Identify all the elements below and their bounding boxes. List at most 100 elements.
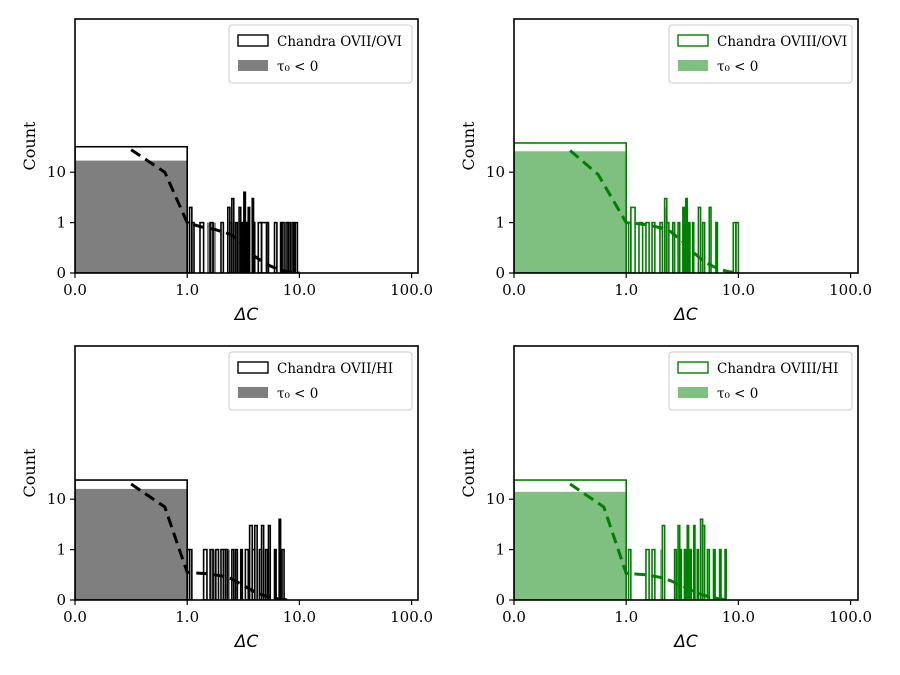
plot-area <box>75 145 300 273</box>
histogram-bar <box>683 548 687 600</box>
legend-swatch-filled <box>678 60 708 71</box>
legend-label-filled: τ₀ < 0 <box>277 386 318 402</box>
legend-swatch-filled <box>238 60 268 71</box>
legend-box <box>228 24 413 84</box>
histogram-bar <box>645 548 650 600</box>
y-tick-label: 1 <box>495 214 505 232</box>
legend: Chandra OVIII/HI τ₀ < 0 <box>668 351 853 411</box>
legend-label-step: Chandra OVII/HI <box>277 361 393 377</box>
legend-label-step: Chandra OVIII/HI <box>717 361 838 377</box>
x-axis-label: ΔC <box>672 632 698 652</box>
x-tick-label: 0.0 <box>502 608 526 626</box>
y-tick-label: 1 <box>56 541 66 559</box>
histogram-bar <box>724 548 728 600</box>
histogram-bar <box>294 221 299 273</box>
axes-frame <box>513 18 859 274</box>
filled-bar <box>514 151 627 273</box>
histogram-bar <box>267 524 272 600</box>
histogram-bar <box>239 548 244 600</box>
chart-panel-bottom-right: 0.0 1.0 10.0 100.0 0 1 10 ΔC Count Chandra OVIII/… <box>459 345 872 652</box>
histogram-bar <box>514 142 627 273</box>
histogram-bar <box>659 221 664 273</box>
model-curve <box>569 149 739 273</box>
y-axis-label: Count <box>20 448 39 497</box>
histogram-bar <box>686 524 690 600</box>
x-axis-label: ΔC <box>672 305 698 325</box>
histogram-bar <box>630 206 636 273</box>
filled-bar <box>514 491 627 600</box>
y-tick-label: 1 <box>56 214 66 232</box>
histogram-bar <box>278 518 282 600</box>
histogram-bar <box>287 221 292 273</box>
x-tick-label: 0.0 <box>63 281 87 299</box>
histogram-bar <box>661 524 666 600</box>
histogram-bar <box>671 221 676 273</box>
histogram-bar <box>244 548 250 600</box>
axes-frame <box>74 345 419 601</box>
x-tick-label: 100.0 <box>829 281 872 299</box>
legend-label-step: Chandra OVII/OVI <box>277 34 402 50</box>
x-tick-label: 0.0 <box>63 608 87 626</box>
histogram-bar <box>253 524 258 600</box>
histogram-bar <box>691 221 695 273</box>
histogram-bar <box>689 548 693 600</box>
y-axis-label: Count <box>459 448 478 497</box>
x-tick-label: 100.0 <box>390 281 433 299</box>
legend-box <box>668 351 853 411</box>
histogram-bar <box>188 548 193 600</box>
legend-swatch-step <box>677 361 709 374</box>
chart-panel-top-right: 0.0 1.0 10.0 100.0 0 1 10 ΔC Count Chandra OVIII/… <box>459 18 872 325</box>
histogram-bar <box>685 197 689 273</box>
histogram-bar <box>718 548 722 600</box>
histogram-bar <box>701 524 706 600</box>
legend-box <box>228 351 413 411</box>
model-curve <box>569 482 728 600</box>
histogram-bar <box>75 479 188 600</box>
legend-swatch-filled <box>238 387 268 398</box>
histogram-bar <box>651 221 656 273</box>
histogram-bar <box>673 548 678 600</box>
y-tick-label: 0 <box>495 591 505 609</box>
legend: Chandra OVII/HI τ₀ < 0 <box>228 351 413 411</box>
x-tick-label: 1.0 <box>614 608 638 626</box>
histogram-bar <box>627 548 632 600</box>
legend-swatch-step <box>237 361 269 374</box>
x-tick-label: 1.0 <box>175 608 199 626</box>
histogram-bar <box>285 221 289 273</box>
histogram-bar <box>697 206 702 273</box>
plot-area <box>514 142 740 273</box>
legend-swatch-filled <box>678 387 708 398</box>
y-axis-label: Count <box>20 121 39 170</box>
y-tick-label: 10 <box>486 163 505 181</box>
histogram-bar <box>264 548 269 600</box>
legend-label-filled: τ₀ < 0 <box>717 386 758 402</box>
histogram-bar <box>238 206 242 273</box>
legend-label-filled: τ₀ < 0 <box>277 59 318 75</box>
histogram-bar <box>514 479 627 600</box>
histogram-bar <box>281 221 285 273</box>
axes-frame <box>513 345 859 601</box>
histogram-bar <box>191 221 195 273</box>
histogram-bar <box>291 221 295 273</box>
y-tick-label: 10 <box>47 490 66 508</box>
model-curve <box>130 482 289 600</box>
x-tick-label: 1.0 <box>614 281 638 299</box>
histogram-bar <box>678 548 683 600</box>
x-axis-label: ΔC <box>233 305 259 325</box>
histogram-bar <box>260 524 265 600</box>
y-tick-label: 1 <box>495 541 505 559</box>
x-tick-label: 10.0 <box>283 281 316 299</box>
histogram-bar <box>265 221 270 273</box>
y-tick-label: 0 <box>56 264 66 282</box>
histogram-bar <box>701 221 706 273</box>
axes-frame <box>74 18 419 274</box>
histogram-bar <box>645 221 650 273</box>
legend-label-step: Chandra OVIII/OVI <box>717 34 847 50</box>
chart-panel-top-left: 0.0 1.0 10.0 100.0 0 1 10 ΔC Count Chandra OVII/O… <box>20 18 433 325</box>
histogram-bar <box>209 221 214 273</box>
histogram-bar <box>220 221 225 273</box>
histogram-bar <box>706 548 711 600</box>
filled-bar <box>75 160 188 273</box>
chart-panel-bottom-left: 0.0 1.0 10.0 100.0 0 1 10 ΔC Count Chandra OVII/H… <box>20 345 433 652</box>
filled-bar <box>659 549 663 600</box>
